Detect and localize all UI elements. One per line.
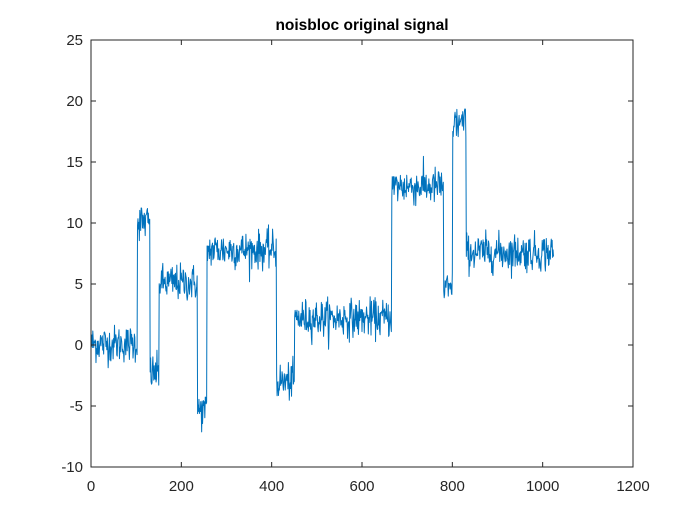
y-tick-label: 0 [75, 337, 83, 354]
x-tick-label: 200 [169, 478, 194, 495]
x-tick-label: 1200 [616, 478, 649, 495]
y-axis: -10 -5 0 5 10 15 20 25 [61, 32, 633, 476]
y-tick-label: 10 [66, 215, 83, 232]
y-tick-label: 15 [66, 154, 83, 171]
y-tick-label: 20 [66, 93, 83, 110]
signal-line [90, 108, 555, 433]
x-tick-label: 1000 [526, 478, 559, 495]
y-tick-label: 5 [75, 276, 83, 293]
x-axis: 0 200 400 600 800 1000 1200 [87, 40, 650, 495]
x-tick-label: 600 [349, 478, 374, 495]
y-tick-label: 25 [66, 32, 83, 49]
x-tick-label: 0 [87, 478, 95, 495]
plot-area [91, 40, 633, 467]
series-layer [90, 108, 555, 433]
x-tick-label: 400 [259, 478, 284, 495]
x-tick-label: 800 [440, 478, 465, 495]
y-tick-label: -5 [70, 398, 83, 415]
chart-title: noisbloc original signal [275, 17, 448, 34]
y-tick-label: -10 [61, 459, 83, 476]
